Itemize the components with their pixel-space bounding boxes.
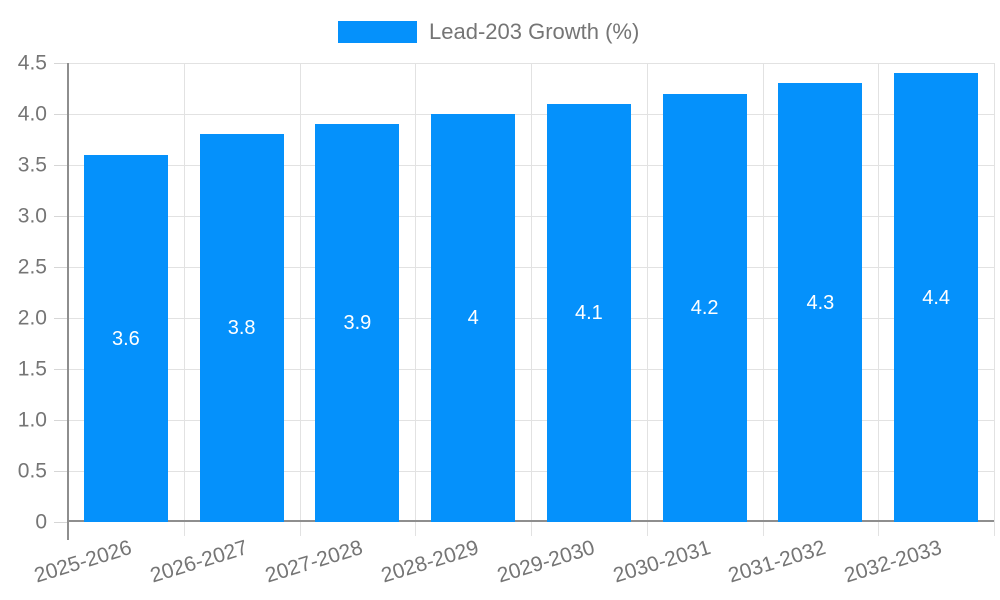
gridline-vertical	[415, 63, 416, 536]
gridline-vertical	[531, 63, 532, 536]
gridline-vertical	[300, 63, 301, 536]
y-axis-tick	[54, 522, 68, 523]
y-axis-tick	[54, 63, 68, 64]
gridline-vertical	[763, 63, 764, 536]
y-tick-label: 4.0	[17, 102, 47, 126]
y-axis-tick	[54, 471, 68, 472]
y-axis-tick	[54, 216, 68, 217]
y-axis-tick	[54, 267, 68, 268]
y-tick-label: 0	[35, 510, 47, 534]
y-axis-tick	[54, 165, 68, 166]
y-tick-label: 1.0	[17, 408, 47, 432]
bar	[84, 155, 168, 522]
legend-swatch	[338, 21, 417, 43]
gridline-vertical	[184, 63, 185, 536]
y-tick-label: 2.5	[17, 255, 47, 279]
bar-value-label: 3.9	[343, 312, 372, 334]
bar-value-label: 4.3	[806, 291, 835, 314]
gridline-vertical	[647, 63, 648, 536]
y-axis-tick	[54, 114, 68, 115]
y-tick-label: 0.5	[17, 459, 47, 483]
y-tick-label: 3.5	[17, 153, 47, 177]
bar-value-label: 3.6	[111, 327, 140, 350]
gridline-vertical	[878, 63, 879, 536]
legend: Lead-203 Growth (%)	[0, 0, 1000, 50]
y-axis-tick	[54, 420, 68, 421]
y-axis-tick	[54, 318, 68, 319]
bar-value-label: 3.8	[227, 317, 256, 339]
bar	[663, 94, 747, 522]
bar	[894, 73, 978, 522]
y-tick-label: 4.5	[17, 51, 47, 75]
bar-value-label: 4.2	[690, 297, 719, 319]
y-tick-label: 2.0	[17, 306, 47, 330]
bar	[778, 83, 862, 522]
bar	[200, 134, 284, 522]
y-tick-label: 3.0	[17, 204, 47, 228]
bar	[547, 104, 631, 522]
y-tick-label: 1.5	[17, 357, 47, 381]
bar	[315, 124, 399, 522]
y-axis-tick	[54, 369, 68, 370]
bar-value-label: 4.4	[922, 286, 951, 309]
legend-label: Lead-203 Growth (%)	[429, 19, 640, 44]
bar	[431, 114, 515, 522]
gridline-vertical	[994, 63, 995, 536]
y-axis-line	[67, 63, 69, 540]
bar-value-label: 4	[467, 307, 479, 329]
bar-value-label: 4.1	[574, 302, 603, 324]
x-axis-line	[68, 520, 994, 522]
